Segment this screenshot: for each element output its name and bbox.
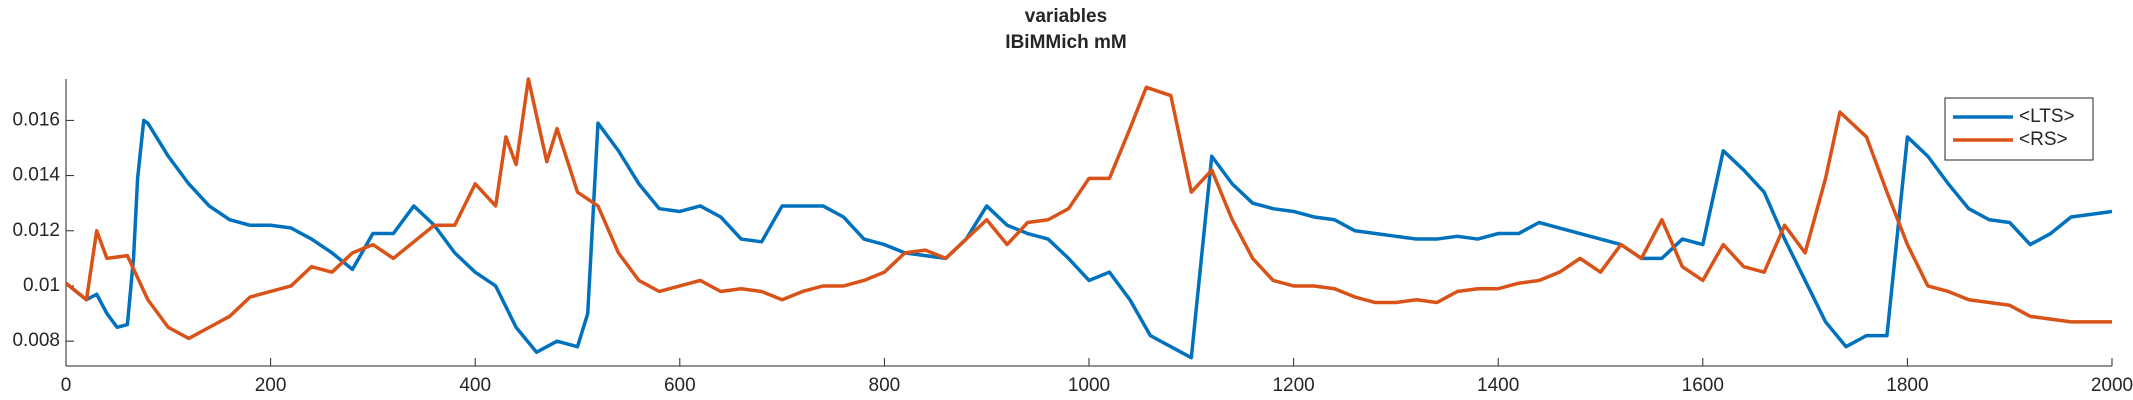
series-line	[64, 118, 2113, 360]
x-tick-label: 800	[869, 375, 901, 396]
x-tick-label: 200	[255, 375, 287, 396]
plot-area	[66, 79, 2112, 366]
y-tick-label: 0.008	[12, 330, 60, 351]
x-tick-label: 1600	[1682, 375, 1724, 396]
series-line	[64, 77, 2112, 341]
x-tick-label: 600	[664, 375, 696, 396]
x-tick-label: 1800	[1886, 375, 1928, 396]
legend-label: <RS>	[2019, 129, 2068, 150]
y-tick-label: 0.016	[12, 109, 60, 130]
x-tick-label: 0	[61, 375, 72, 396]
y-tick-label: 0.012	[12, 220, 60, 241]
chart-title: variables	[1025, 6, 1107, 27]
legend-box	[1944, 97, 2094, 161]
x-tick-label: 1400	[1477, 375, 1519, 396]
x-tick-label: 1200	[1272, 375, 1314, 396]
x-tick-label: 2000	[2091, 375, 2133, 396]
x-tick-label: 1000	[1068, 375, 1110, 396]
y-tick-label: 0.014	[12, 165, 60, 186]
x-tick-label: 400	[459, 375, 491, 396]
chart-subtitle: IBiMMich mM	[1005, 32, 1126, 53]
legend-label: <LTS>	[2019, 106, 2075, 127]
y-tick-label: 0.01	[23, 275, 60, 296]
